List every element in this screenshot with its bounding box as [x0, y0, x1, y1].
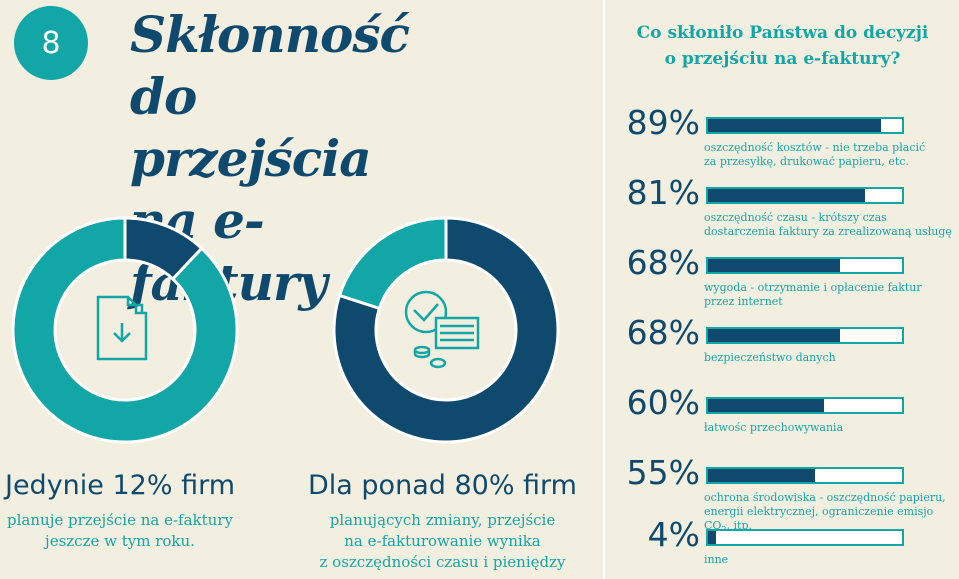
bar-6-description-line-1: inne: [704, 553, 729, 566]
bar-2-fill: [708, 259, 840, 272]
panel-divider: [603, 0, 605, 579]
bar-2-description-line-2: przez internet: [704, 295, 783, 308]
bar-6-track: [706, 529, 904, 546]
bar-5-description: ochrona środowiska - oszczędność papieru…: [704, 491, 959, 537]
left-caption-line-1: planuje przejście na e-faktury: [7, 511, 233, 529]
left-caption-heading: Jedynie 12% firm: [4, 470, 236, 501]
middle-caption-line-3: z oszczędności czasu i pieniędzy: [319, 553, 566, 571]
question-title: Co skłoniło Państwa do decyzji o przejśc…: [610, 20, 955, 72]
bar-1-percent-label: 81%: [626, 173, 700, 212]
bar-2-percent-label: 68%: [626, 243, 700, 282]
middle-caption-line-2: na e-fakturowanie wynika: [344, 532, 541, 550]
bar-1-description: oszczędność czasu - krótszy czas dostarcz…: [704, 211, 959, 239]
bar-1-track: [706, 187, 904, 204]
bar-1-description-line-1: oszczędność czasu - krótszy czas: [704, 211, 887, 224]
bar-5-percent-label: 55%: [626, 453, 700, 492]
question-line-2: o przejściu na e-faktury?: [664, 49, 901, 69]
bar-4-description-line-1: łatwośc przechowywania: [704, 421, 844, 434]
bar-0-fill: [708, 119, 881, 132]
bar-4-track: [706, 397, 904, 414]
middle-donut-slice-0: [332, 216, 560, 444]
bar-2-description: wygoda - otrzymanie i opłacenie faktur pr…: [704, 281, 959, 309]
bar-3-percent-label: 68%: [626, 313, 700, 352]
donut-chart-left: [11, 216, 239, 444]
bar-4-percent-label: 60%: [626, 383, 700, 422]
donut-chart-middle: [332, 216, 560, 444]
bar-3-description: bezpieczeństwo danych: [704, 351, 959, 365]
bar-2-track: [706, 257, 904, 274]
invoice-document-download-icon: [96, 295, 148, 361]
middle-donut-slice-1: [337, 216, 448, 311]
bar-0-percent-label: 89%: [626, 103, 700, 142]
bar-4-description: łatwośc przechowywania: [704, 421, 959, 435]
left-donut-slice-1: [11, 216, 239, 444]
bar-1-description-line-2: dostarczenia faktury za zrealizowaną usł…: [704, 225, 952, 238]
left-caption-line-2: jeszcze w tym roku.: [45, 532, 195, 550]
bar-5-fill: [708, 469, 815, 482]
bar-5-description-line-1: ochrona środowiska - oszczędność papieru…: [704, 491, 946, 504]
bar-0-description: oszczędność kosztów - nie trzeba płacić z…: [704, 141, 959, 169]
bar-0-description-line-1: oszczędność kosztów - nie trzeba płacić: [704, 141, 926, 154]
bar-1-fill: [708, 189, 866, 202]
bar-6-description: inne: [704, 553, 959, 567]
section-number-badge: 8: [14, 6, 88, 80]
bar-6-percent-label: 4%: [647, 515, 700, 554]
bar-0-track: [706, 117, 904, 134]
middle-caption-heading: Dla ponad 80% firm: [308, 470, 577, 501]
bar-3-track: [706, 327, 904, 344]
bar-6-fill: [708, 531, 716, 544]
question-line-1: Co skłoniło Państwa do decyzji: [636, 23, 929, 43]
bar-2-description-line-1: wygoda - otrzymanie i opłacenie faktur: [704, 281, 922, 294]
middle-caption-line-1: planujących zmiany, przejście: [329, 511, 556, 529]
bar-3-fill: [708, 329, 840, 342]
bar-5-track: [706, 467, 904, 484]
bar-0-description-line-2: za przesyłkę, drukować papieru, etc.: [704, 155, 909, 168]
bar-3-description-line-1: bezpieczeństwo danych: [704, 351, 836, 364]
clock-money-icon: [404, 290, 480, 369]
bar-4-fill: [708, 399, 825, 412]
